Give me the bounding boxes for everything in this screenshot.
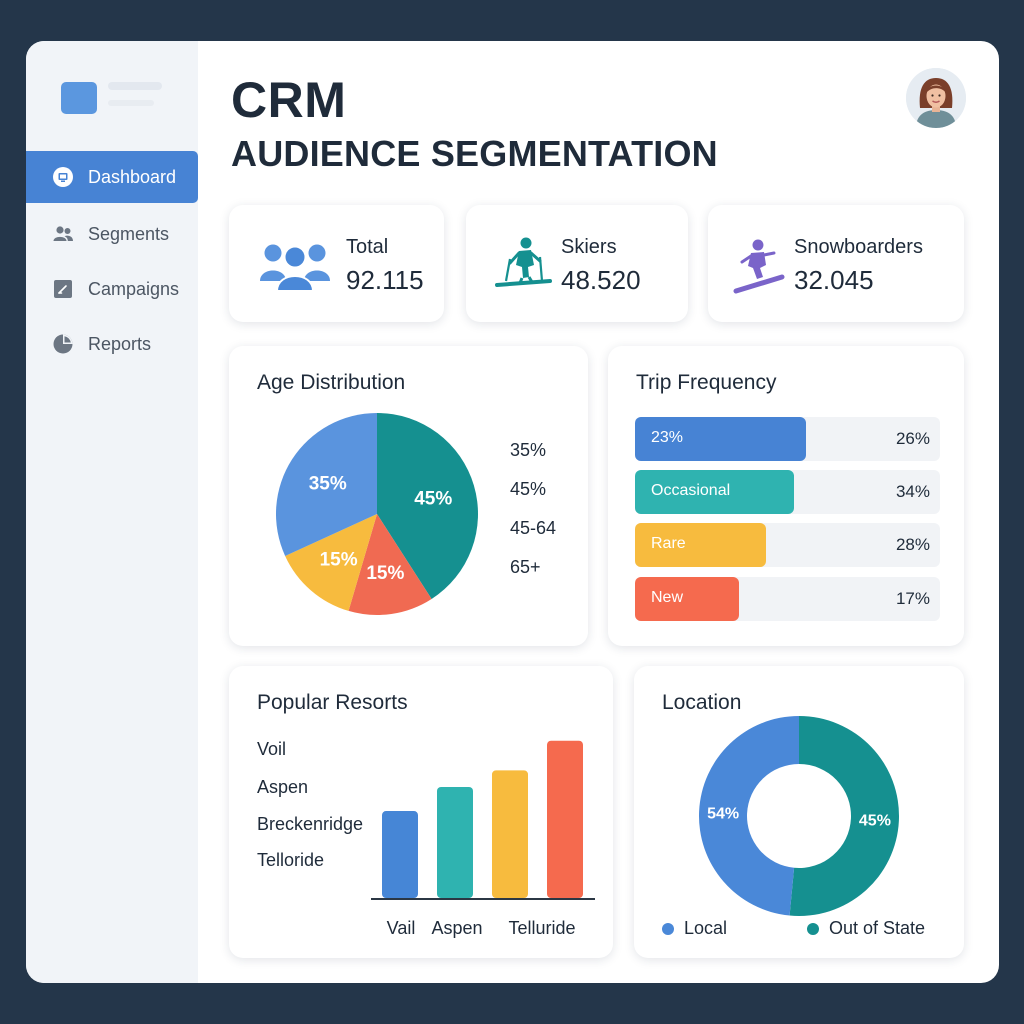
- stat-value: 92.115: [346, 265, 424, 295]
- pie-slice: [285, 514, 377, 611]
- freq-value: 17%: [895, 589, 930, 608]
- freq-label: Rare: [651, 535, 686, 552]
- pie-slice: [377, 413, 478, 599]
- snowboarder-icon: [726, 231, 802, 297]
- resort-bar-chart: [371, 740, 595, 900]
- freq-bar: [635, 577, 739, 621]
- sidebar-item-label: Reports: [88, 333, 152, 354]
- sidebar-item-segments[interactable]: Segments: [26, 208, 198, 260]
- sidebar-item-label: Segments: [88, 223, 170, 244]
- donut-segment-label: 45%: [859, 813, 891, 830]
- x-tick-label: Telluride: [508, 918, 576, 938]
- stat-card-total: Total 92.115: [229, 205, 444, 322]
- freq-value: 28%: [895, 535, 930, 554]
- legend-label: Local: [684, 918, 728, 938]
- donut-segment: [698, 716, 799, 916]
- legend-dot: [807, 922, 819, 935]
- trip-frequency-card: Trip Frequency 23% 26% Occasional 34% Ra…: [608, 346, 964, 646]
- card-title: Age Distribution: [257, 371, 406, 394]
- card-title: Popular Resorts: [257, 691, 408, 714]
- age-legend-item: 45%: [510, 479, 547, 499]
- age-pie-chart: 45% 15% 15% 35%: [276, 413, 478, 615]
- freq-bar: [635, 523, 767, 567]
- legend-dot: [662, 922, 674, 935]
- x-tick-label: Vail: [386, 918, 416, 938]
- freq-bar: [635, 417, 806, 461]
- pie-chart-icon: [52, 333, 74, 355]
- sidebar-item-label: Campaigns: [88, 278, 180, 299]
- sidebar-item-campaigns[interactable]: Campaigns: [26, 263, 198, 315]
- sidebar: Dashboard Segments Campai: [26, 41, 198, 983]
- page-subtitle: AUDIENCE SEGMENTATION: [231, 133, 718, 174]
- donut-segment: [789, 716, 899, 916]
- avatar[interactable]: [906, 68, 966, 128]
- location-donut-chart: 45% 54%: [698, 716, 899, 916]
- sidebar-item-dashboard[interactable]: Dashboard: [26, 151, 198, 203]
- freq-row: Rare 28%: [635, 523, 940, 567]
- pie-slice: [348, 514, 432, 615]
- age-distribution-card: Age Distribution 45% 15% 15% 35% 35% 45% 45…: [229, 346, 588, 646]
- stat-card-snowboarders: Snowboarders 32.045: [708, 205, 964, 322]
- pie-slice-label: 15%: [320, 549, 358, 570]
- resort-bar: [492, 770, 528, 898]
- freq-label: 23%: [651, 429, 684, 446]
- pie-slice: [276, 413, 377, 556]
- logo-line-1: [108, 82, 162, 90]
- age-legend-item: 65+: [510, 557, 541, 577]
- freq-row: Occasional 34%: [635, 470, 940, 514]
- freq-label: Occasional: [651, 482, 731, 499]
- resort-bar: [382, 811, 418, 898]
- location-card: Location 45% 54% Local Out of State: [634, 666, 964, 958]
- document-icon: [52, 278, 74, 300]
- app-window: Dashboard Segments Campai: [26, 41, 999, 983]
- popular-resorts-card: Popular Resorts Voil Aspen Breckenridge …: [229, 666, 613, 958]
- age-legend-item: 45-64: [510, 518, 557, 538]
- location-legend-out-of-state: Out of State: [807, 918, 925, 939]
- resort-bar: [437, 787, 473, 898]
- stat-label: Skiers: [561, 236, 617, 258]
- location-legend-local: Local: [662, 918, 727, 939]
- page-title: CRM: [231, 72, 347, 128]
- age-legend-item: 35%: [510, 440, 547, 460]
- freq-value: 26%: [895, 429, 930, 448]
- freq-row: 23% 26%: [635, 417, 940, 461]
- resort-list-item: Telloride: [257, 850, 325, 870]
- freq-value: 34%: [895, 482, 930, 501]
- sidebar-item-reports[interactable]: Reports: [26, 318, 198, 370]
- sidebar-item-label: Dashboard: [88, 166, 177, 187]
- stat-value: 48.520: [561, 265, 641, 295]
- pie-slice-label: 45%: [414, 488, 452, 509]
- users-icon: [52, 223, 74, 245]
- resort-list-item: Breckenridge: [257, 814, 364, 834]
- legend-label: Out of State: [829, 918, 926, 938]
- logo-line-2: [108, 100, 154, 106]
- freq-label: New: [651, 589, 684, 606]
- card-title: Trip Frequency: [636, 371, 777, 394]
- resort-list-item: Aspen: [257, 777, 309, 797]
- freq-bar: [635, 470, 794, 514]
- app-logo: [61, 82, 97, 114]
- resort-list-item: Voil: [257, 739, 287, 759]
- stat-label: Snowboarders: [794, 236, 923, 258]
- stat-label: Total: [346, 236, 389, 258]
- x-tick-label: Aspen: [431, 918, 483, 938]
- skier-icon: [492, 231, 568, 297]
- stat-value: 32.045: [794, 265, 874, 295]
- card-title: Location: [662, 691, 742, 714]
- stat-card-skiers: Skiers 48.520: [466, 205, 688, 322]
- pie-slice-label: 15%: [366, 563, 404, 584]
- dashboard-icon: [52, 166, 74, 188]
- pie-slice-label: 35%: [309, 473, 347, 494]
- freq-row: New 17%: [635, 577, 940, 621]
- resort-bar: [547, 740, 583, 898]
- group-icon: [257, 231, 333, 297]
- donut-segment-label: 54%: [707, 805, 739, 822]
